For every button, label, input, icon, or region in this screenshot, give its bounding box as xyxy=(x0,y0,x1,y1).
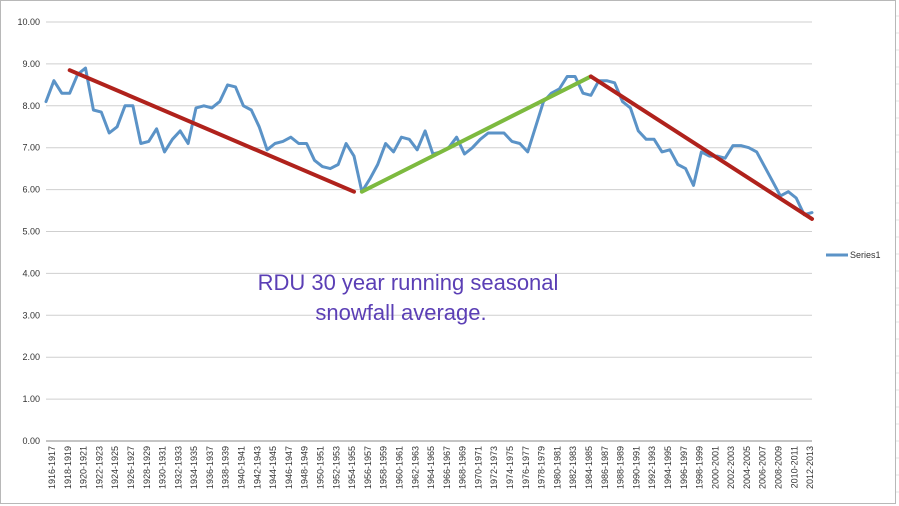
y-tick-label: 2.00 xyxy=(22,352,40,362)
x-tick-label: 1950-1951 xyxy=(315,446,325,489)
x-tick-label: 1930-1931 xyxy=(158,446,168,489)
x-tick-label: 1918-1919 xyxy=(63,446,73,489)
y-tick-label: 5.00 xyxy=(22,227,40,237)
x-tick-label: 2008-2009 xyxy=(774,446,784,489)
x-tick-label: 1920-1921 xyxy=(79,446,89,489)
y-tick-label: 10.00 xyxy=(17,17,40,27)
x-tick-label: 1924-1925 xyxy=(110,446,120,489)
y-tick-label: 8.00 xyxy=(22,101,40,111)
x-tick-label: 1946-1947 xyxy=(284,446,294,489)
y-tick-label: 7.00 xyxy=(22,143,40,153)
x-tick-label: 1934-1935 xyxy=(189,446,199,489)
y-tick-label: 0.00 xyxy=(22,436,40,446)
x-tick-label: 2012-2013 xyxy=(805,446,815,489)
x-tick-label: 1998-1999 xyxy=(695,446,705,489)
x-tick-label: 1956-1957 xyxy=(363,446,373,489)
x-tick-label: 1954-1955 xyxy=(347,446,357,489)
x-tick-label: 1984-1985 xyxy=(584,446,594,489)
x-tick-label: 1964-1965 xyxy=(426,446,436,489)
x-tick-label: 1978-1979 xyxy=(537,446,547,489)
x-tick-label: 1926-1927 xyxy=(126,446,136,489)
x-axis-tick-labels: 1916-1917 1918-1919 1920-1921 1922-1923 1924… xyxy=(47,446,815,489)
series-group xyxy=(44,66,814,217)
x-tick-label: 1966-1967 xyxy=(442,446,452,489)
legend-label-series1: Series1 xyxy=(850,250,881,260)
annotation-line-2: snowfall average. xyxy=(315,300,486,325)
y-axis-tick-labels: 0.00 1.00 2.00 3.00 4.00 5.00 6.00 7.00 8.00 9.00… xyxy=(17,17,40,446)
trend-line-2 xyxy=(588,74,814,221)
x-tick-label: 1932-1933 xyxy=(173,446,183,489)
x-tick-label: 1992-1993 xyxy=(647,446,657,489)
x-tick-label: 2000-2001 xyxy=(710,446,720,489)
annotation-line-1: RDU 30 year running seasonal xyxy=(258,270,559,295)
x-tick-label: 2002-2003 xyxy=(726,446,736,489)
y-tick-label: 1.00 xyxy=(22,394,40,404)
x-tick-label: 2010-2011 xyxy=(789,446,799,488)
y-tick-label: 4.00 xyxy=(22,268,40,278)
x-tick-label: 1944-1945 xyxy=(268,446,278,489)
x-tick-label: 1990-1991 xyxy=(631,446,641,489)
x-tick-label: 1940-1941 xyxy=(237,446,247,489)
series-line-0[interactable] xyxy=(44,66,814,217)
x-tick-label: 1928-1929 xyxy=(142,446,152,489)
x-tick-label: 1938-1939 xyxy=(221,446,231,489)
x-tick-label: 1970-1971 xyxy=(473,446,483,489)
x-tick-label: 2004-2005 xyxy=(742,446,752,489)
x-tick-label: 1974-1975 xyxy=(505,446,515,489)
x-tick-label: 1916-1917 xyxy=(47,446,57,489)
x-tick-label: 1962-1963 xyxy=(410,446,420,489)
x-tick-label: 1948-1949 xyxy=(300,446,310,489)
y-tick-label: 6.00 xyxy=(22,185,40,195)
x-tick-label: 1976-1977 xyxy=(521,446,531,489)
x-tick-label: 1942-1943 xyxy=(252,446,262,489)
x-tick-label: 1972-1973 xyxy=(489,446,499,489)
x-tick-label: 1960-1961 xyxy=(394,446,404,489)
x-tick-label: 2006-2007 xyxy=(758,446,768,489)
y-tick-label: 3.00 xyxy=(22,310,40,320)
x-tick-label: 1922-1923 xyxy=(94,446,104,489)
x-tick-label: 1936-1937 xyxy=(205,446,215,489)
x-tick-label: 1968-1969 xyxy=(458,446,468,489)
x-tick-label: 1958-1959 xyxy=(379,446,389,489)
x-tick-label: 1952-1953 xyxy=(331,446,341,489)
trend-line-0 xyxy=(67,68,356,194)
legend[interactable]: Series1 xyxy=(826,250,881,260)
x-tick-label: 1994-1995 xyxy=(663,446,673,489)
x-tick-label: 1980-1981 xyxy=(552,446,562,489)
x-tick-label: 1988-1989 xyxy=(616,446,626,489)
y-tick-label: 9.00 xyxy=(22,59,40,69)
horizontal-gridlines xyxy=(46,21,812,400)
x-tick-label: 1996-1997 xyxy=(679,446,689,489)
trend-lines xyxy=(67,68,814,221)
x-tick-label: 1982-1983 xyxy=(568,446,578,489)
x-tick-label: 1986-1987 xyxy=(600,446,610,489)
trend-line-1 xyxy=(359,74,593,194)
